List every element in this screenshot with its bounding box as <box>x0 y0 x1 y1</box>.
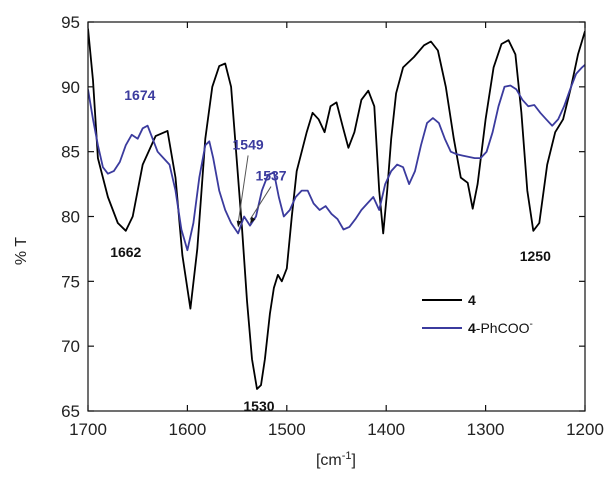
x-tick-label-1200: 1200 <box>566 420 604 439</box>
annotations-layer: 1662 1530 1250 1674 1549 1537 <box>110 87 551 414</box>
series-layer <box>88 28 585 390</box>
x-tick-label-1400: 1400 <box>367 420 405 439</box>
legend-label-series-2-bold: 4 <box>468 320 476 336</box>
legend-label-series-1: 4 <box>468 292 476 308</box>
legend: 4 4-PhCOO- <box>422 292 533 336</box>
x-tick-label-1600: 1600 <box>168 420 206 439</box>
annotation-label-1250: 1250 <box>520 248 551 264</box>
y-tick-label-95: 95 <box>61 13 80 32</box>
annotation-label-1662: 1662 <box>110 244 141 260</box>
y-axis-title: % T <box>13 237 30 265</box>
annotation-label-1530: 1530 <box>243 398 274 414</box>
y-tick-label-75: 75 <box>61 272 80 291</box>
plot-frame <box>87 21 586 412</box>
y-tick-label-70: 70 <box>61 337 80 356</box>
annotation-arrowhead-1549 <box>236 220 242 228</box>
series-line-2 <box>88 64 585 252</box>
y-tick-label-65: 65 <box>61 402 80 421</box>
ticks-layer: 1700 1600 1500 1400 1300 1200 65 70 75 80 85 90 95 <box>61 13 604 439</box>
x-tick-label-1300: 1300 <box>467 420 505 439</box>
legend-label-series-2-sup: - <box>529 319 532 330</box>
x-axis-title: [cm-1] <box>316 450 356 469</box>
x-tick-label-1700: 1700 <box>69 420 107 439</box>
y-tick-label-90: 90 <box>61 78 80 97</box>
legend-label-series-2: 4-PhCOO- <box>468 319 533 336</box>
x-axis-title-sup: -1 <box>342 450 352 462</box>
x-axis-title-end: ] <box>352 452 356 469</box>
annotation-arrow-1537 <box>249 186 272 220</box>
x-tick-label-1500: 1500 <box>268 420 306 439</box>
y-tick-label-80: 80 <box>61 208 80 227</box>
legend-item-series-1: 4 <box>422 292 476 308</box>
series-line-1 <box>88 28 585 390</box>
annotation-arrowhead-1537 <box>250 216 256 224</box>
y-tick-label-85: 85 <box>61 143 80 162</box>
annotation-label-1549: 1549 <box>233 136 264 152</box>
x-axis-title-main: [cm <box>316 452 342 469</box>
legend-label-series-2-rest: -PhCOO <box>476 320 530 336</box>
annotation-label-1537: 1537 <box>255 168 286 184</box>
annotation-arrow-1549 <box>237 155 249 224</box>
annotation-label-1674: 1674 <box>124 87 155 103</box>
legend-label-series-1-bold: 4 <box>468 292 476 308</box>
legend-item-series-2: 4-PhCOO- <box>422 319 533 336</box>
